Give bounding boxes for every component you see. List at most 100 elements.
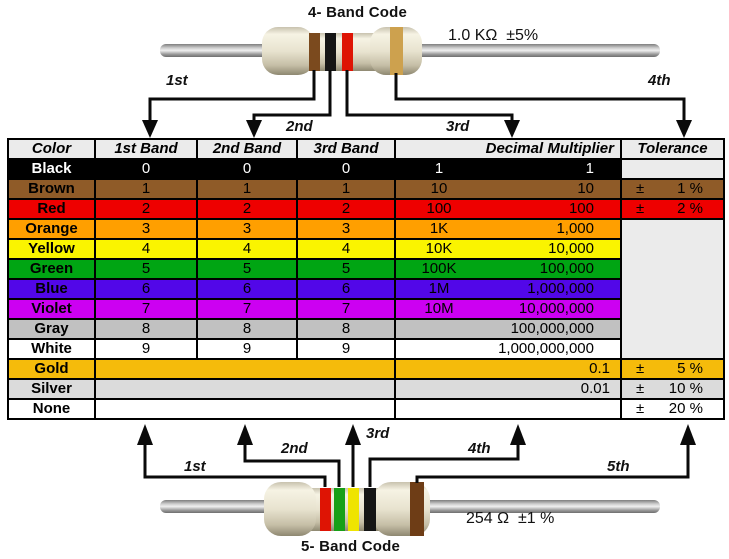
band2-cell: 5 [196, 258, 298, 280]
bottom-band-3-yellow [348, 488, 359, 531]
band1-cell: 5 [94, 258, 198, 280]
tolerance-merged-empty-cell [620, 218, 725, 360]
bottom-band-4-black [364, 488, 376, 531]
color-name-cell: Orange [7, 218, 96, 240]
bands-merged-cell [94, 378, 396, 400]
multiplier-cell: 100 100 [394, 198, 622, 220]
multiplier-cell: 0.01 [394, 378, 622, 400]
bands-merged-cell [94, 398, 396, 420]
multiplier-cell: 1,000,000,000 [394, 338, 622, 360]
multiplier-cell: 1M 1,000,000 [394, 278, 622, 300]
band2-cell: 3 [196, 218, 298, 240]
tolerance-cell [620, 158, 725, 180]
table-row-gold: Gold 0.1 ± 5 % [7, 358, 725, 380]
plus-minus-sign: ± [636, 180, 645, 197]
band3-cell: 0 [296, 158, 396, 180]
bottom-arrow-label-2nd: 2nd [281, 440, 308, 457]
color-name-cell: Gold [7, 358, 96, 380]
bottom-resistor-value-label: 254 Ω ±1 % [466, 510, 555, 527]
band1-cell: 1 [94, 178, 198, 200]
top-band-3-red [342, 33, 353, 71]
plus-minus-sign: ± [636, 200, 645, 217]
band2-cell: 0 [196, 158, 298, 180]
plus-minus-sign: ± [636, 400, 645, 417]
multiplier-cell: 10K 10,000 [394, 238, 622, 260]
color-name-cell: None [7, 398, 96, 420]
multiplier-cell: 1 1 [394, 158, 622, 180]
color-name-cell: Yellow [7, 238, 96, 260]
table-row-brown: Brown 1 1 1 10 10 ± 1 % [7, 178, 725, 200]
table-row-black: Black 0 0 0 1 1 [7, 158, 725, 180]
five-band-code-title: 5- Band Code [301, 538, 401, 555]
bottom-arrow-label-5th: 5th [607, 458, 630, 475]
band3-cell: 3 [296, 218, 396, 240]
multiplier-cell: 100K 100,000 [394, 258, 622, 280]
plus-minus-sign: ± [636, 380, 645, 397]
tolerance-cell: ± 5 % [620, 358, 725, 380]
color-name-cell: Violet [7, 298, 96, 320]
top-arrow-label-1st: 1st [166, 72, 188, 89]
color-name-cell: Silver [7, 378, 96, 400]
bottom-arrow-label-1st: 1st [184, 458, 206, 475]
color-name-cell: White [7, 338, 96, 360]
bottom-band-2-green [334, 488, 345, 531]
header-color: Color [7, 138, 96, 160]
table-header-row: Color 1st Band 2nd Band 3rd Band Decimal… [7, 138, 725, 160]
multiplier-cell: 100,000,000 [394, 318, 622, 340]
bands-merged-cell [94, 358, 396, 380]
table-row-none: None ± 20 % [7, 398, 725, 420]
multiplier-cell [394, 398, 622, 420]
multiplier-cell: 1K 1,000 [394, 218, 622, 240]
band3-cell: 5 [296, 258, 396, 280]
top-band-1-brown [309, 33, 320, 71]
header-3rd-band: 3rd Band [296, 138, 396, 160]
bottom-band-1-red [320, 488, 331, 531]
top-band-2-black [325, 33, 336, 71]
top-band-4-gold [390, 27, 403, 75]
bottom-band-5-brown [410, 482, 424, 536]
band3-cell: 4 [296, 238, 396, 260]
tolerance-value: 5 % [677, 360, 703, 377]
band3-cell: 1 [296, 178, 396, 200]
band3-cell: 7 [296, 298, 396, 320]
bottom-arrows [137, 424, 696, 487]
tolerance-cell: ± 10 % [620, 378, 725, 400]
band3-cell: 9 [296, 338, 396, 360]
band1-cell: 4 [94, 238, 198, 260]
four-band-resistor-graphic [142, 27, 692, 138]
bottom-resistor-body [264, 482, 430, 536]
table-row-green: Green 5 5 5 100K 100,000 [7, 258, 724, 280]
band1-cell: 2 [94, 198, 198, 220]
color-name-cell: Blue [7, 278, 96, 300]
top-arrow-label-3rd: 3rd [446, 118, 470, 135]
multiplier-cell: 10 10 [394, 178, 622, 200]
table-row-orange: Orange 3 3 3 1K 1,000 [7, 218, 725, 360]
top-resistor-body [262, 27, 422, 75]
top-arrow-label-2nd: 2nd [286, 118, 313, 135]
header-1st-band: 1st Band [94, 138, 198, 160]
band1-cell: 7 [94, 298, 198, 320]
top-resistor-value-label: 1.0 KΩ ±5% [448, 27, 539, 44]
tolerance-cell: ± 2 % [620, 198, 725, 220]
plus-minus-sign: ± [636, 360, 645, 377]
tolerance-value: 2 % [677, 200, 703, 217]
band1-cell: 6 [94, 278, 198, 300]
four-band-code-title: 4- Band Code [308, 4, 408, 21]
table-row-white: White 9 9 9 1,000,000,000 [7, 338, 724, 360]
table-row-blue: Blue 6 6 6 1M 1,000,000 [7, 278, 724, 300]
table-row-violet: Violet 7 7 7 10M 10,000,000 [7, 298, 724, 320]
band2-cell: 8 [196, 318, 298, 340]
band2-cell: 9 [196, 338, 298, 360]
tolerance-value: 1 % [677, 180, 703, 197]
band1-cell: 9 [94, 338, 198, 360]
five-band-resistor-graphic [137, 424, 696, 536]
band2-cell: 1 [196, 178, 298, 200]
band2-cell: 7 [196, 298, 298, 320]
header-decimal-multiplier: Decimal Multiplier [394, 138, 622, 160]
band1-cell: 3 [94, 218, 198, 240]
color-name-cell: Black [7, 158, 96, 180]
table-row-gray: Gray 8 8 8 100,000,000 [7, 318, 724, 340]
color-name-cell: Brown [7, 178, 96, 200]
multiplier-cell: 0.1 [394, 358, 622, 380]
